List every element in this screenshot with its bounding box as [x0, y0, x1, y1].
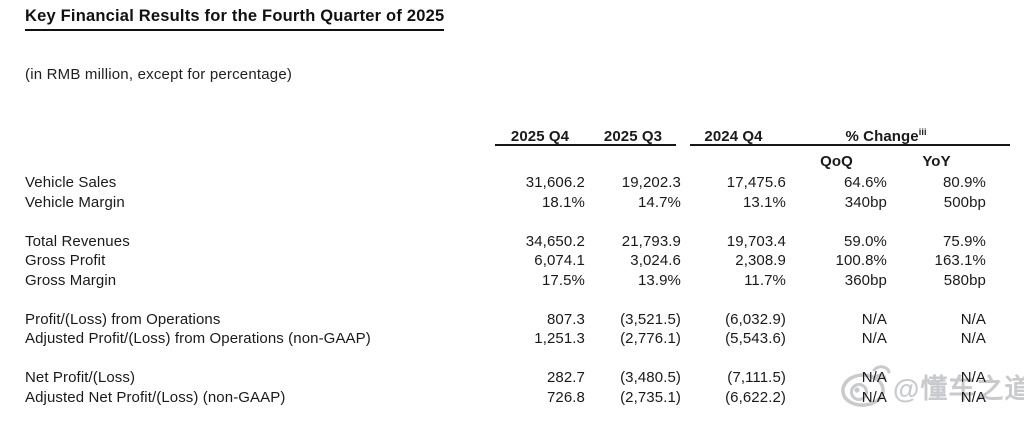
pct-change-label: % Change: [845, 128, 919, 145]
empty-header-cell: [585, 149, 681, 173]
table-row-profit-loss-operations: Profit/(Loss) from Operations 807.3 (3,5…: [25, 310, 986, 330]
cell: 13.9%: [637, 271, 681, 289]
cell: 34,650.2: [525, 232, 585, 250]
units-note: (in RMB million, except for percentage): [25, 66, 293, 83]
cell: 18.1%: [541, 193, 585, 211]
cell: 1,251.3: [534, 330, 585, 347]
cell: N/A: [861, 330, 887, 347]
cell: (2,735.1): [620, 388, 681, 406]
cell: 59.0%: [843, 232, 887, 250]
change-subheader-row: QoQ YoY: [25, 149, 986, 173]
cell: 11.7%: [744, 271, 786, 289]
cell: (6,032.9): [725, 310, 786, 328]
cell: (7,111.5): [727, 369, 786, 386]
row-label: Gross Profit: [25, 252, 106, 269]
cell: 64.6%: [843, 174, 887, 191]
row-label: Vehicle Sales: [25, 174, 117, 191]
cell: 19,703.4: [726, 232, 786, 250]
empty-header-cell: [25, 119, 495, 149]
cell: 807.3: [546, 310, 585, 328]
cell: 3,024.6: [630, 252, 681, 269]
cell: 17,475.6: [726, 174, 786, 191]
header-underline-current-quarters: [495, 144, 676, 146]
cell: (6,622.2): [725, 388, 786, 406]
cell: 6,074.1: [534, 252, 585, 269]
table-row-adjusted-net-profit-loss: Adjusted Net Profit/(Loss) (non-GAAP) 72…: [25, 388, 986, 408]
col-header-qoq: QoQ: [820, 153, 853, 170]
col-header-pct-change: % Changeiii: [786, 119, 986, 149]
table-row-gross-margin: Gross Margin 17.5% 13.9% 11.7% 360bp 580…: [25, 271, 986, 291]
col-header-yoy: YoY: [922, 153, 951, 170]
empty-header-cell: [681, 149, 786, 173]
table-row-net-profit-loss: Net Profit/(Loss) 282.7 (3,480.5) (7,111…: [25, 368, 986, 388]
cell: 340bp: [844, 193, 887, 211]
cell: N/A: [960, 330, 986, 347]
cell: 580bp: [943, 271, 986, 289]
cell: 14.7%: [637, 193, 681, 211]
table-row-vehicle-margin: Vehicle Margin 18.1% 14.7% 13.1% 340bp 5…: [25, 193, 986, 213]
cell: 282.7: [546, 369, 585, 386]
header-underline-prior-and-change: [690, 144, 1010, 146]
cell: 360bp: [844, 271, 887, 289]
row-label: Total Revenues: [25, 232, 130, 250]
footnote-marker: iii: [918, 127, 927, 137]
spacer-row: [25, 349, 986, 369]
cell: N/A: [861, 310, 887, 328]
cell: 31,606.2: [525, 174, 585, 191]
period-header-row: 2025 Q4 2025 Q3 2024 Q4 % Changeiii: [25, 119, 986, 149]
cell: 13.1%: [742, 193, 786, 211]
cell: N/A: [960, 310, 986, 328]
row-label: Profit/(Loss) from Operations: [25, 310, 221, 328]
cell: 75.9%: [942, 232, 986, 250]
page-title: Key Financial Results for the Fourth Qua…: [25, 7, 445, 31]
cell: 19,202.3: [621, 174, 681, 191]
cell: 726.8: [546, 388, 585, 406]
table-row-vehicle-sales: Vehicle Sales 31,606.2 19,202.3 17,475.6…: [25, 173, 986, 193]
cell: 21,793.9: [621, 232, 681, 250]
cell: N/A: [960, 388, 986, 406]
row-label: Net Profit/(Loss): [25, 369, 136, 386]
cell: 100.8%: [835, 252, 887, 269]
spacer-row: [25, 212, 986, 232]
empty-header-cell: [495, 149, 585, 173]
row-label: Vehicle Margin: [25, 193, 125, 211]
spacer-row: [25, 290, 986, 310]
empty-header-cell: [25, 149, 495, 173]
table-row-adjusted-profit-loss-operations: Adjusted Profit/(Loss) from Operations (…: [25, 329, 986, 349]
row-label: Adjusted Profit/(Loss) from Operations (…: [25, 330, 371, 347]
col-header-2025-q3: 2025 Q3: [603, 128, 663, 145]
cell: 80.9%: [942, 174, 986, 191]
row-label: Gross Margin: [25, 271, 117, 289]
cell: (2,776.1): [620, 330, 681, 347]
cell: N/A: [861, 388, 887, 406]
key-financial-results-table: 2025 Q4 2025 Q3 2024 Q4 % Changeiii QoQ …: [25, 119, 986, 407]
cell: 500bp: [943, 193, 986, 211]
col-header-2024-q4: 2024 Q4: [704, 128, 763, 145]
col-header-2025-q4: 2025 Q4: [510, 128, 570, 145]
cell: N/A: [960, 369, 986, 386]
row-label: Adjusted Net Profit/(Loss) (non-GAAP): [25, 388, 286, 406]
cell: (5,543.6): [725, 330, 786, 347]
table-row-gross-profit: Gross Profit 6,074.1 3,024.6 2,308.9 100…: [25, 251, 986, 271]
cell: 2,308.9: [735, 252, 786, 269]
cell: (3,521.5): [620, 310, 681, 328]
table-row-total-revenues: Total Revenues 34,650.2 21,793.9 19,703.…: [25, 232, 986, 252]
cell: 17.5%: [541, 271, 585, 289]
cell: (3,480.5): [620, 369, 681, 386]
cell: N/A: [861, 369, 887, 386]
cell: 163.1%: [934, 252, 986, 269]
